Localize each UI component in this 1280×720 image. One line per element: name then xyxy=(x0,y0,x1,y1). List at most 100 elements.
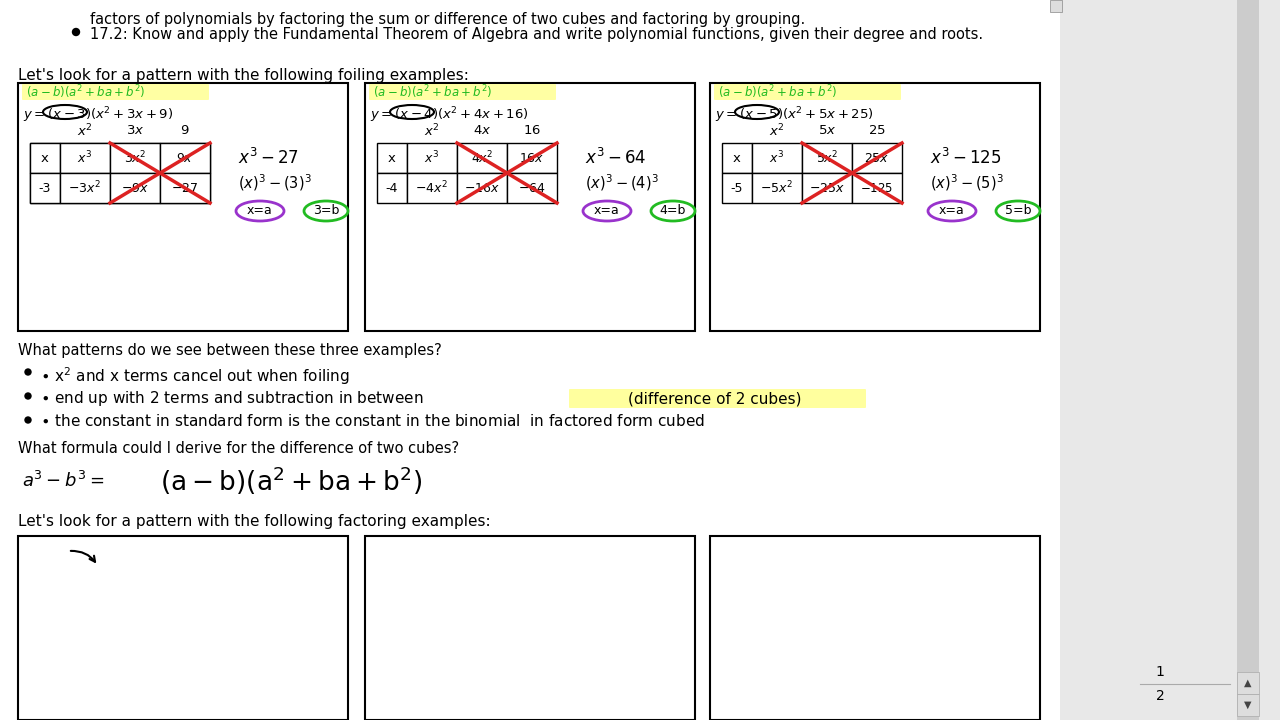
Text: $\bullet$ x$^2$ and x terms cancel out when foiling: $\bullet$ x$^2$ and x terms cancel out w… xyxy=(40,365,349,387)
Bar xyxy=(29,143,60,173)
Bar xyxy=(60,173,110,203)
Bar xyxy=(457,173,507,203)
Text: (difference of 2 cubes): (difference of 2 cubes) xyxy=(628,392,801,407)
Bar xyxy=(507,173,557,203)
Bar xyxy=(29,173,60,203)
Bar xyxy=(722,143,753,173)
Bar xyxy=(803,173,852,203)
Text: $(x)^3-(5)^3$: $(x)^3-(5)^3$ xyxy=(931,173,1004,194)
Bar xyxy=(1236,694,1260,716)
Text: x: x xyxy=(388,151,396,164)
Bar xyxy=(18,83,348,331)
Text: $-64$: $-64$ xyxy=(518,181,545,194)
Text: $x^3$: $x^3$ xyxy=(77,150,92,166)
Text: $3x$: $3x$ xyxy=(125,125,145,138)
Text: $(a-b)(a^2+ba+b^2)$: $(a-b)(a^2+ba+b^2)$ xyxy=(718,84,837,101)
Circle shape xyxy=(26,393,31,399)
Text: x=a: x=a xyxy=(247,204,273,217)
Text: $x^2$: $x^2$ xyxy=(77,122,93,139)
Text: $x^3-125$: $x^3-125$ xyxy=(931,148,1002,168)
Text: $(a-b)(a^2+ba+b^2)$: $(a-b)(a^2+ba+b^2)$ xyxy=(26,84,146,101)
Bar xyxy=(407,143,457,173)
Bar xyxy=(29,173,60,203)
Text: $5x$: $5x$ xyxy=(818,125,836,138)
Text: $3x^2$: $3x^2$ xyxy=(124,150,146,166)
Text: $-25x$: $-25x$ xyxy=(809,181,845,194)
Bar xyxy=(753,143,803,173)
Bar xyxy=(0,0,1060,720)
Bar xyxy=(60,173,110,203)
Bar xyxy=(457,143,507,173)
Bar xyxy=(18,536,348,720)
Text: $-27$: $-27$ xyxy=(172,181,198,194)
Text: factors of polynomials by factoring the sum or difference of two cubes and facto: factors of polynomials by factoring the … xyxy=(90,12,805,27)
Text: $y = (x-3)(x^2+3x+9)$: $y = (x-3)(x^2+3x+9)$ xyxy=(23,105,173,125)
Text: What patterns do we see between these three examples?: What patterns do we see between these th… xyxy=(18,343,442,358)
Text: -3: -3 xyxy=(38,181,51,194)
Text: $\bullet$ end up with 2 terms and subtraction in between: $\bullet$ end up with 2 terms and subtra… xyxy=(40,389,425,408)
Text: x=a: x=a xyxy=(594,204,620,217)
Text: x: x xyxy=(41,151,49,164)
Text: What formula could I derive for the difference of two cubes?: What formula could I derive for the diff… xyxy=(18,441,460,456)
Bar xyxy=(29,143,60,173)
Text: -4: -4 xyxy=(385,181,398,194)
Text: $x^3-64$: $x^3-64$ xyxy=(585,148,646,168)
Text: $4x^2$: $4x^2$ xyxy=(471,150,493,166)
FancyBboxPatch shape xyxy=(369,84,556,100)
Bar xyxy=(110,143,160,173)
Text: $x^3-27$: $x^3-27$ xyxy=(238,148,300,168)
FancyBboxPatch shape xyxy=(570,389,867,408)
Bar xyxy=(365,83,695,331)
Text: $(x)^3-(4)^3$: $(x)^3-(4)^3$ xyxy=(585,173,659,194)
Bar xyxy=(365,536,695,720)
Text: $-5x^2$: $-5x^2$ xyxy=(760,180,794,197)
Text: $x^2$: $x^2$ xyxy=(769,122,785,139)
Text: Let's look for a pattern with the following foiling examples:: Let's look for a pattern with the follow… xyxy=(18,68,468,83)
Circle shape xyxy=(73,29,79,35)
Bar xyxy=(1236,672,1260,694)
Bar xyxy=(1236,0,1260,720)
Text: $-3x^2$: $-3x^2$ xyxy=(69,180,101,197)
Text: $4x$: $4x$ xyxy=(472,125,492,138)
Text: ▼: ▼ xyxy=(1244,700,1252,710)
Text: $y = (x-4)(x^2+4x+16)$: $y = (x-4)(x^2+4x+16)$ xyxy=(370,105,529,125)
Text: $y = (x-5)(x^2+5x+25)$: $y = (x-5)(x^2+5x+25)$ xyxy=(716,105,874,125)
Text: $9x$: $9x$ xyxy=(177,151,193,164)
Text: $\bullet$ the constant in standard form is the constant in the binomial  in fact: $\bullet$ the constant in standard form … xyxy=(40,413,705,429)
Text: x=a: x=a xyxy=(940,204,965,217)
Text: Let's look for a pattern with the following factoring examples:: Let's look for a pattern with the follow… xyxy=(18,514,490,529)
Text: $(a-b)(a^2+ba+b^2)$: $(a-b)(a^2+ba+b^2)$ xyxy=(372,84,493,101)
Bar xyxy=(1050,0,1062,12)
Text: $25$: $25$ xyxy=(868,125,886,138)
Text: 17.2: Know and apply the Fundamental Theorem of Algebra and write polynomial fun: 17.2: Know and apply the Fundamental The… xyxy=(90,27,983,42)
Text: 3=b: 3=b xyxy=(312,204,339,217)
Text: $(x)^3-(3)^3$: $(x)^3-(3)^3$ xyxy=(238,173,311,194)
Bar xyxy=(378,173,407,203)
Text: $-125$: $-125$ xyxy=(860,181,893,194)
Bar xyxy=(60,143,110,173)
Bar xyxy=(160,143,210,173)
Text: $16$: $16$ xyxy=(524,125,541,138)
Text: $-4x^2$: $-4x^2$ xyxy=(416,180,448,197)
Bar xyxy=(407,173,457,203)
Text: $-16x$: $-16x$ xyxy=(465,181,500,194)
Text: $25x$: $25x$ xyxy=(864,151,890,164)
Bar xyxy=(507,143,557,173)
Bar xyxy=(852,173,902,203)
Bar xyxy=(852,143,902,173)
Bar xyxy=(160,173,210,203)
Text: $a^3 - b^3 =$: $a^3 - b^3 =$ xyxy=(22,471,105,491)
Bar xyxy=(722,173,753,203)
Text: $x^3$: $x^3$ xyxy=(769,150,785,166)
Text: $-9x$: $-9x$ xyxy=(122,181,148,194)
Text: 1: 1 xyxy=(1156,665,1165,679)
Bar xyxy=(710,536,1039,720)
Bar xyxy=(110,143,160,173)
Text: $9$: $9$ xyxy=(180,125,189,138)
Text: ▲: ▲ xyxy=(1244,678,1252,688)
FancyBboxPatch shape xyxy=(714,84,901,100)
Text: $x^3$: $x^3$ xyxy=(425,150,439,166)
Bar xyxy=(160,173,210,203)
Bar xyxy=(1060,0,1280,720)
Text: 2: 2 xyxy=(1156,689,1165,703)
